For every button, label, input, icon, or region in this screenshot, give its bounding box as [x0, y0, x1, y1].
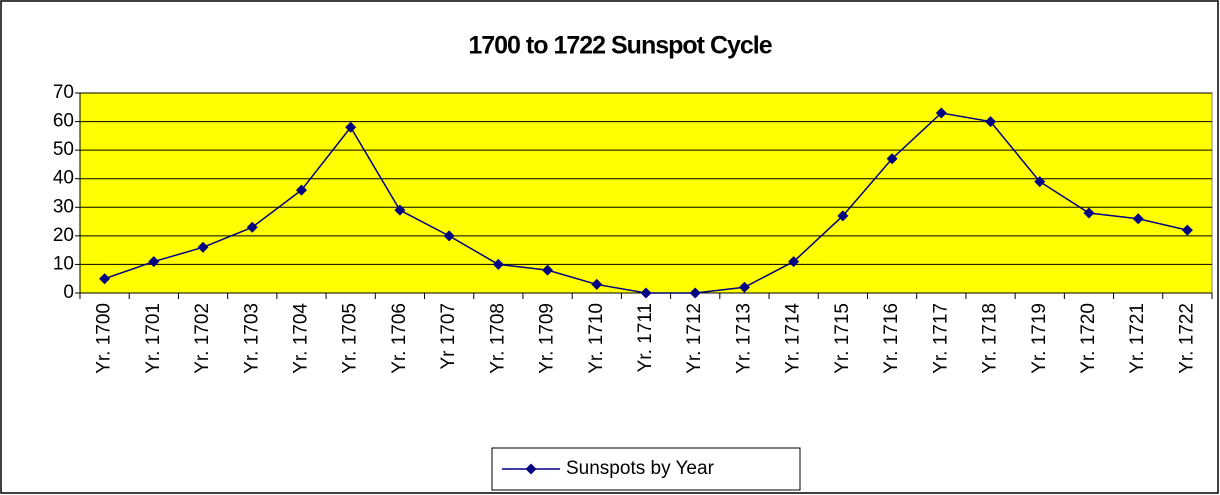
data-marker [837, 210, 849, 222]
data-marker [542, 264, 554, 276]
x-tick-label: Yr. 1711 [635, 303, 656, 372]
legend: Sunspots by Year [491, 447, 801, 491]
x-tick-label: Yr. 1712 [684, 303, 705, 374]
x-tick-label: Yr. 1706 [389, 303, 410, 374]
data-marker [394, 204, 406, 216]
chart-title: 1700 to 1722 Sunspot Cycle [468, 32, 772, 60]
data-marker [985, 116, 997, 128]
y-tick-label: 70 [53, 82, 74, 103]
y-tick-label: 50 [53, 139, 74, 160]
plot-area [79, 92, 1213, 294]
x-tick-label: Yr. 1709 [537, 303, 558, 374]
data-marker [1181, 224, 1193, 236]
x-tick-label: Yr. 1719 [1029, 303, 1050, 374]
data-marker [1132, 213, 1144, 225]
x-tick-label: Yr. 1714 [783, 303, 804, 374]
x-tick-label: Yr. 1716 [881, 303, 902, 374]
data-marker [1083, 207, 1095, 219]
x-tick-label: Yr. 1717 [930, 303, 951, 374]
x-tick-label: Yr. 1701 [143, 303, 164, 374]
x-tick-label: Yr. 1702 [192, 303, 213, 374]
data-marker [99, 273, 111, 285]
y-tick-label: 10 [53, 253, 74, 274]
x-tick-label: Yr. 1710 [586, 303, 607, 374]
y-tick-label: 20 [53, 225, 74, 246]
y-tick-label: 30 [53, 196, 74, 217]
x-tick-label: Yr 1707 [438, 303, 459, 370]
data-marker [148, 256, 160, 268]
x-tick-label: Yr. 1700 [94, 303, 115, 374]
x-tick-label: Yr. 1704 [290, 303, 311, 374]
legend-marker [525, 463, 537, 475]
x-tick-label: Yr. 1720 [1078, 303, 1099, 374]
x-tick-label: Yr. 1708 [487, 303, 508, 374]
x-tick-label: Yr. 1705 [340, 303, 361, 374]
data-marker [443, 230, 455, 242]
x-tick-label: Yr. 1722 [1176, 303, 1197, 374]
data-marker [640, 287, 652, 299]
y-tick-label: 40 [53, 168, 74, 189]
x-tick-label: Yr. 1713 [733, 303, 754, 374]
legend-label: Sunspots by Year [566, 458, 715, 479]
y-tick-label: 60 [53, 111, 74, 132]
data-marker [591, 278, 603, 290]
x-tick-label: Yr. 1718 [980, 303, 1001, 374]
x-tick-label: Yr. 1715 [832, 303, 853, 374]
data-marker [886, 153, 898, 165]
data-marker [935, 107, 947, 119]
data-marker [197, 241, 209, 253]
data-marker [246, 221, 258, 233]
x-tick-label: Yr. 1703 [241, 303, 262, 374]
data-marker [738, 281, 750, 293]
x-tick-label: Yr. 1721 [1127, 303, 1148, 374]
data-marker [1034, 176, 1046, 188]
data-marker [492, 258, 504, 270]
y-tick-label: 0 [63, 282, 74, 303]
data-marker [345, 121, 357, 133]
data-marker [689, 287, 701, 299]
data-marker [788, 256, 800, 268]
data-marker [295, 184, 307, 196]
